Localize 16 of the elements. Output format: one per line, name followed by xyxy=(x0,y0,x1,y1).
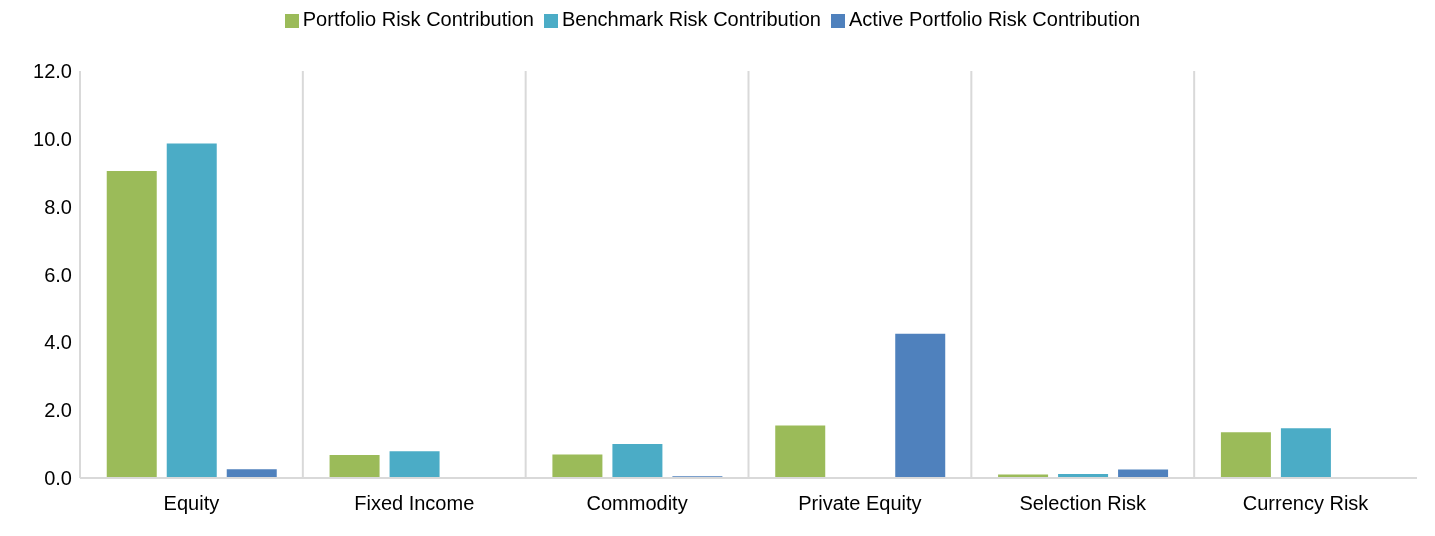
x-tick-label: Currency Risk xyxy=(1242,492,1370,515)
legend-label: Benchmark Risk Contribution xyxy=(561,8,821,30)
x-tick-label: Selection Risk xyxy=(1019,492,1148,515)
y-tick-label: 6.0 xyxy=(44,263,72,286)
y-tick-label: 0.0 xyxy=(44,467,72,490)
y-tick-label: 12.0 xyxy=(33,60,72,83)
legend-label: Portfolio Risk Contribution xyxy=(302,8,534,30)
x-tick-label: Fixed Income xyxy=(354,492,475,515)
x-tick-label: Equity xyxy=(163,492,220,515)
y-tick-label: 2.0 xyxy=(44,399,72,422)
y-tick-label: 8.0 xyxy=(44,195,72,218)
x-tick-label: Private Equity xyxy=(798,492,922,515)
x-tick-label: Commodity xyxy=(586,492,688,515)
y-tick-label: 10.0 xyxy=(33,127,72,150)
y-tick-label: 4.0 xyxy=(44,331,72,354)
legend-label: Active Portfolio Risk Contribution xyxy=(848,8,1141,30)
